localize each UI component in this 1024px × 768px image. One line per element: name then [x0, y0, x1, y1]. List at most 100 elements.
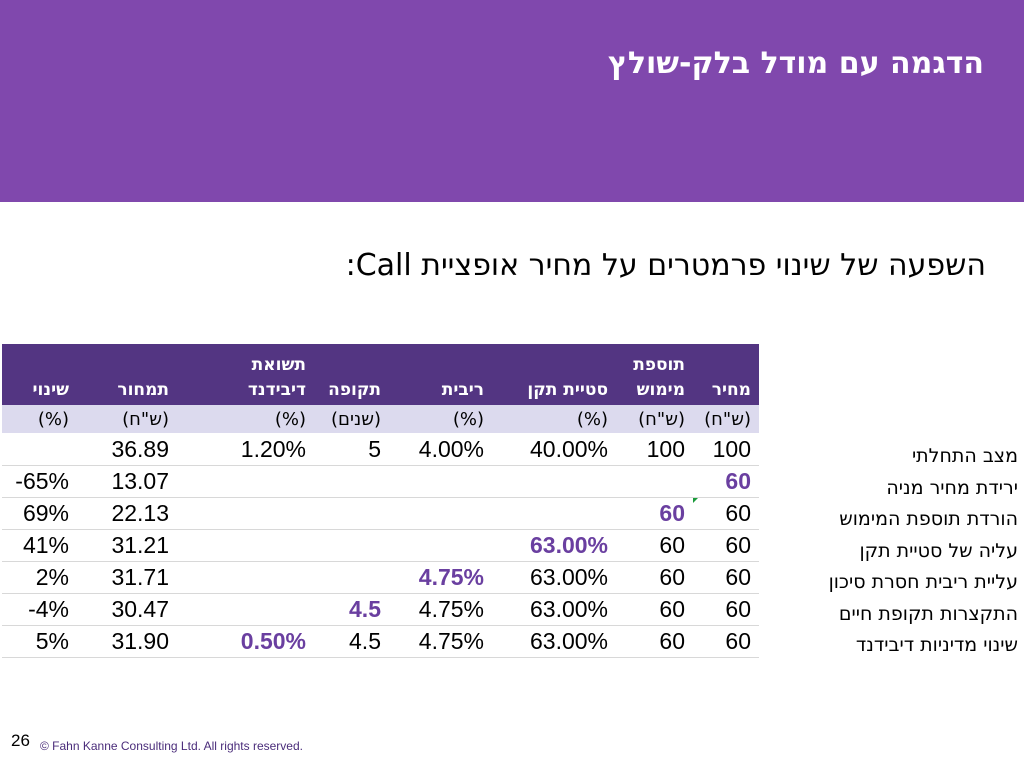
- table-cell-highlighted: 4.5: [314, 593, 389, 626]
- parameters-table: תשואת תוספת שינוי תמחור דיבידנד תקופה רי…: [2, 344, 759, 658]
- table-cell-with-comment: 60: [693, 497, 759, 530]
- table-cell: 60: [616, 625, 693, 658]
- table-cell: 60: [693, 593, 759, 626]
- table-cell: [492, 497, 616, 530]
- unit-cell: (ש"ח): [616, 405, 693, 434]
- comment-marker-icon: [693, 497, 699, 504]
- table-cell: 31.71: [77, 561, 177, 594]
- table-cell: 13.07: [77, 465, 177, 498]
- table-cell: [177, 561, 314, 594]
- scenario-label: הורדת תוספת המימוש: [839, 508, 1018, 530]
- column-header-exercise: מימוש: [616, 375, 693, 405]
- unit-cell: (%): [2, 405, 77, 434]
- unit-cell: (%): [389, 405, 492, 434]
- slide-title: הדגמה עם מודל בלק-שולץ: [608, 46, 984, 81]
- column-header-change: שינוי: [2, 375, 77, 405]
- table-row: 41% 31.21 63.00% 60 60: [2, 529, 759, 562]
- page-number: 26: [11, 731, 30, 750]
- copyright-notice: © Fahn Kanne Consulting Ltd. All rights …: [40, 739, 303, 753]
- table-cell: [389, 529, 492, 562]
- scenario-label: התקצרות תקופת חיים: [838, 602, 1018, 625]
- column-header-price: תמחור: [77, 375, 177, 405]
- header-top-cell: [389, 344, 492, 375]
- header-top-cell: [77, 344, 177, 375]
- header-top-cell: [693, 344, 759, 375]
- table-cell: 40.00%: [492, 433, 616, 466]
- table-cell: [314, 561, 389, 594]
- table-cell-highlighted: 4.75%: [389, 561, 492, 594]
- table-cell: [314, 465, 389, 498]
- table-cell: 63.00%: [492, 625, 616, 658]
- table-cell: 36.89: [77, 433, 177, 466]
- cell-value: 60: [725, 500, 751, 526]
- table-row: -4% 30.47 4.5 4.75% 63.00% 60 60: [2, 593, 759, 626]
- table-cell: 60: [693, 625, 759, 658]
- table-cell: -65%: [2, 465, 77, 498]
- table-header-row: שינוי תמחור דיבידנד תקופה ריבית סטיית תק…: [2, 375, 759, 405]
- header-top-cell: [492, 344, 616, 375]
- slide-subtitle: השפעה של שינוי פרמטרים על מחיר אופציית C…: [345, 248, 986, 283]
- table-cell: 5%: [2, 625, 77, 658]
- scenario-label: עליית ריבית חסרת סיכון: [828, 571, 1018, 593]
- table-cell: 22.13: [77, 497, 177, 530]
- unit-cell: (ש"ח): [77, 405, 177, 434]
- table-cell: 100: [616, 433, 693, 466]
- table-cell: 31.21: [77, 529, 177, 562]
- table-cell: 69%: [2, 497, 77, 530]
- table-cell: 31.90: [77, 625, 177, 658]
- column-header-stock-price: מחיר: [693, 375, 759, 405]
- header-band: [0, 0, 1024, 202]
- table-cell: 4.00%: [389, 433, 492, 466]
- table-cell: 4.5: [314, 625, 389, 658]
- scenario-label: ירידת מחיר מניה: [886, 476, 1018, 499]
- header-top-cell: תשואת: [177, 344, 314, 375]
- table-row: 36.89 1.20% 5 4.00% 40.00% 100 100: [2, 433, 759, 466]
- table-cell-highlighted: 63.00%: [492, 529, 616, 562]
- table-row: 2% 31.71 4.75% 63.00% 60 60: [2, 561, 759, 594]
- scenario-labels: מצב התחלתי ירידת מחיר מניה הורדת תוספת ה…: [788, 441, 1018, 662]
- table-cell: 60: [616, 529, 693, 562]
- table-cell-highlighted: 60: [693, 465, 759, 498]
- table-cell: 41%: [2, 529, 77, 562]
- table-cell: [177, 465, 314, 498]
- table-row: -65% 13.07 60: [2, 465, 759, 498]
- scenario-label: מצב התחלתי: [911, 445, 1018, 467]
- table-cell: 4.75%: [389, 593, 492, 626]
- unit-cell: (ש"ח): [693, 405, 759, 434]
- header-top-cell: [2, 344, 77, 375]
- table-header-row-top: תשואת תוספת: [2, 344, 759, 375]
- table-cell: [492, 465, 616, 498]
- table-cell: 1.20%: [177, 433, 314, 466]
- unit-cell: (%): [177, 405, 314, 434]
- table-cell: 4.75%: [389, 625, 492, 658]
- table-row: 69% 22.13 60 60: [2, 497, 759, 530]
- scenario-label: עליה של סטיית תקן: [859, 539, 1018, 562]
- table-cell: [177, 497, 314, 530]
- table-cell: [2, 433, 77, 466]
- column-header-period: תקופה: [314, 375, 389, 405]
- table-cell-highlighted: 60: [616, 497, 693, 530]
- table-cell: [177, 529, 314, 562]
- table-cell: [177, 593, 314, 626]
- table-cell: 100: [693, 433, 759, 466]
- table-cell: 60: [693, 529, 759, 562]
- table-cell: 60: [693, 561, 759, 594]
- table-cell: [314, 529, 389, 562]
- table-cell: 30.47: [77, 593, 177, 626]
- column-header-std-dev: סטיית תקן: [492, 375, 616, 405]
- table-cell: 63.00%: [492, 561, 616, 594]
- unit-cell: (שנים): [314, 405, 389, 434]
- unit-cell: (%): [492, 405, 616, 434]
- table-cell: 2%: [2, 561, 77, 594]
- table-cell: [389, 465, 492, 498]
- column-header-interest: ריבית: [389, 375, 492, 405]
- units-row: (%) (ש"ח) (%) (שנים) (%) (%) (ש"ח) (ש"ח): [2, 405, 759, 434]
- header-top-cell: תוספת: [616, 344, 693, 375]
- table-cell: [389, 497, 492, 530]
- scenario-label: שינוי מדיניות דיבידנד: [855, 634, 1018, 656]
- header-top-cell: [314, 344, 389, 375]
- table-cell: 60: [616, 561, 693, 594]
- table-cell: 5: [314, 433, 389, 466]
- table-cell: 63.00%: [492, 593, 616, 626]
- table-cell: 60: [616, 593, 693, 626]
